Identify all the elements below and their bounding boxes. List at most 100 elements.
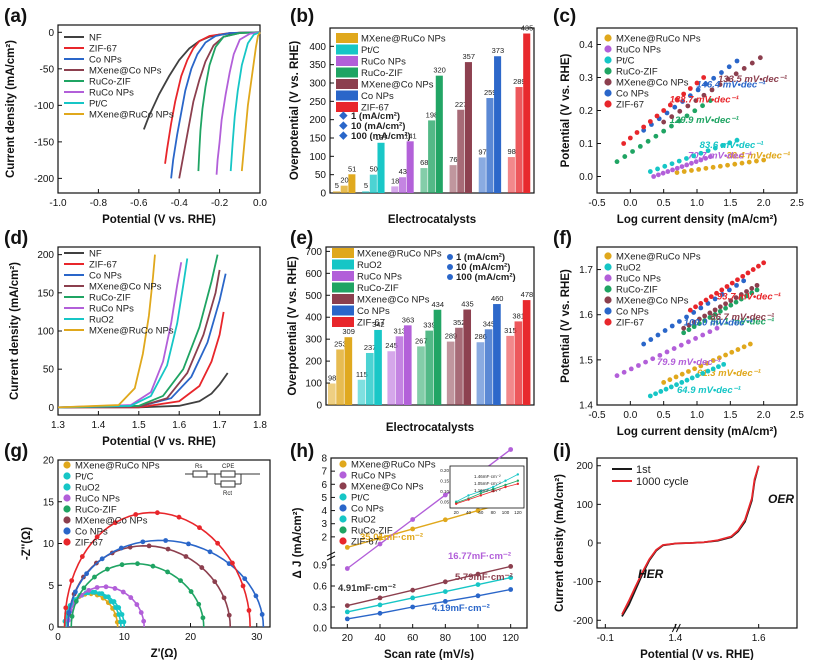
data-point [665, 169, 671, 174]
data-point [121, 619, 127, 625]
data-point [681, 325, 687, 331]
bar-value-label: 5 [364, 181, 368, 190]
tafel-slope-label: 86.7 mV•dec⁻¹ [710, 312, 775, 323]
series-line [240, 31, 261, 172]
inset-data-point [479, 492, 483, 495]
panel-label: (b) [290, 6, 314, 27]
data-point [717, 82, 723, 87]
x-tick-label: -0.4 [171, 198, 189, 209]
data-point [672, 104, 678, 110]
data-point [735, 277, 740, 283]
y-tick-label: 700 [305, 247, 322, 258]
legend-label: RuCo-ZIF [616, 67, 658, 78]
data-point [84, 571, 90, 577]
data-point [707, 98, 713, 103]
fit-curve [67, 545, 232, 628]
data-point [154, 510, 160, 516]
y-tick-label: 300 [309, 79, 326, 90]
x-tick-label: -0.5 [588, 198, 606, 209]
legend-swatch [604, 89, 612, 97]
y-tick-label: 400 [309, 42, 326, 53]
tafel-slope-label: 61.3 mV•dec⁻¹ [697, 368, 762, 379]
legend-swatch [604, 67, 612, 75]
legend-swatch [604, 45, 612, 53]
bar [344, 337, 353, 405]
legend-label: MXene@RuCo NPs [357, 249, 442, 260]
data-point [72, 589, 78, 595]
data-point [634, 130, 640, 135]
series-line [621, 465, 760, 617]
data-point [662, 328, 668, 333]
legend-swatch [63, 461, 71, 469]
bar [522, 300, 531, 405]
data-point [230, 560, 235, 566]
data-point [680, 99, 685, 104]
x-tick-label: 2.5 [790, 410, 804, 421]
legend-swatch [339, 493, 347, 501]
data-point [681, 330, 687, 336]
data-point [694, 80, 700, 86]
capacitance-label: 5.79mF·cm⁻² [455, 572, 513, 583]
tafel-slope-label: 133.5 mV•dec⁻¹ [718, 74, 788, 85]
density-label: 100 (mA/cm²) [456, 272, 516, 283]
data-point [684, 377, 690, 383]
bar-value-label: 373 [492, 46, 505, 55]
bar-value-label: 309 [342, 327, 355, 336]
data-point [135, 561, 140, 567]
data-point [700, 332, 706, 338]
x-tick-label: 20 [342, 633, 354, 644]
data-point [128, 595, 134, 600]
x-tick-label: 2.5 [790, 198, 804, 209]
data-point [660, 170, 666, 176]
legend-swatch [332, 294, 354, 304]
data-point [702, 318, 708, 323]
data-point [703, 165, 709, 171]
data-point [669, 114, 675, 120]
x-tick-label: 1.8 [253, 420, 267, 431]
tafel-slope-label: 80.1 mV•dec⁻¹ [710, 316, 775, 327]
data-point [714, 290, 719, 296]
data-point [183, 554, 189, 559]
data-point [163, 538, 169, 543]
bar [486, 98, 494, 193]
data-point [212, 579, 218, 585]
data-point [641, 341, 647, 347]
legend-swatch [339, 504, 347, 512]
x-tick-label: 1.0 [690, 410, 704, 421]
fit-line [347, 588, 511, 620]
x-tick-label: 2.0 [757, 410, 771, 421]
x-axis-label: Potential (V vs. RHE) [640, 649, 754, 660]
data-point [705, 148, 711, 154]
data-point [112, 520, 118, 526]
bar-value-label: 5 [335, 181, 339, 190]
panel-label: (g) [4, 441, 28, 462]
circuit-element [220, 470, 236, 478]
data-point [105, 566, 110, 572]
y-tick-label: 150 [37, 288, 54, 299]
data-point [344, 609, 350, 615]
bar [369, 174, 377, 193]
y-tick-label: 5 [48, 581, 54, 592]
bar-value-label: 315 [504, 326, 517, 335]
legend-label: NF [89, 33, 102, 44]
x-tick-label: 0.5 [657, 198, 671, 209]
data-point [667, 377, 673, 383]
legend-label: MXene@Co NPs [616, 296, 689, 307]
bar [328, 383, 336, 405]
bar-value-label: 267 [415, 336, 428, 345]
legend-swatch [604, 56, 612, 64]
bar-value-label: 137 [375, 133, 388, 142]
inset-x-tick-label: 100 [502, 510, 510, 515]
data-point [637, 143, 643, 149]
circuit-resistor [192, 470, 208, 478]
data-point [734, 137, 740, 143]
axis-break [326, 555, 336, 561]
x-tick-label: -0.8 [90, 198, 108, 209]
data-point [621, 141, 627, 146]
data-point [696, 167, 702, 172]
data-point [442, 517, 448, 523]
x-axis-label: Log current density (mA/cm²) [617, 426, 778, 438]
y-tick-label: -200 [34, 174, 54, 185]
series-line [170, 31, 261, 179]
